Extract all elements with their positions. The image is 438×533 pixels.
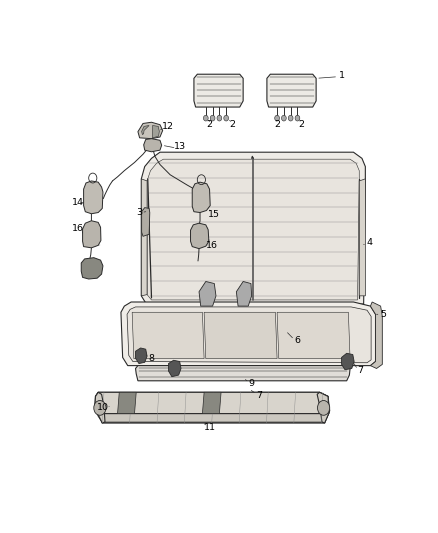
Text: 2: 2 xyxy=(299,120,304,129)
Polygon shape xyxy=(95,392,105,423)
Circle shape xyxy=(217,115,222,121)
Circle shape xyxy=(282,115,286,121)
Text: 6: 6 xyxy=(294,336,300,345)
Polygon shape xyxy=(371,302,382,368)
Polygon shape xyxy=(169,360,181,377)
Circle shape xyxy=(210,115,215,121)
Polygon shape xyxy=(317,392,329,423)
Text: 7: 7 xyxy=(357,367,363,375)
Polygon shape xyxy=(95,408,329,422)
Circle shape xyxy=(275,115,279,121)
Text: 14: 14 xyxy=(72,198,84,207)
Polygon shape xyxy=(199,281,216,306)
Text: 8: 8 xyxy=(148,354,155,363)
Polygon shape xyxy=(141,152,365,304)
Polygon shape xyxy=(191,223,209,248)
Polygon shape xyxy=(141,126,149,134)
Circle shape xyxy=(288,115,293,121)
Text: 10: 10 xyxy=(97,403,109,413)
Circle shape xyxy=(318,400,330,415)
Polygon shape xyxy=(132,312,204,359)
Polygon shape xyxy=(83,221,101,248)
Polygon shape xyxy=(202,392,221,414)
Polygon shape xyxy=(359,179,365,296)
Text: 16: 16 xyxy=(72,224,84,233)
Polygon shape xyxy=(84,181,103,214)
Text: 11: 11 xyxy=(204,424,216,432)
Polygon shape xyxy=(267,74,316,107)
Polygon shape xyxy=(127,307,371,363)
Polygon shape xyxy=(138,122,162,139)
Polygon shape xyxy=(277,312,350,359)
Polygon shape xyxy=(117,392,136,414)
Polygon shape xyxy=(135,348,147,364)
Polygon shape xyxy=(147,159,359,300)
Polygon shape xyxy=(135,366,350,381)
Polygon shape xyxy=(144,139,162,152)
Text: 12: 12 xyxy=(162,122,173,131)
Polygon shape xyxy=(141,179,147,296)
Circle shape xyxy=(295,115,300,121)
Polygon shape xyxy=(95,392,328,414)
Text: 2: 2 xyxy=(275,120,281,129)
Polygon shape xyxy=(192,182,210,213)
Polygon shape xyxy=(121,302,375,366)
Polygon shape xyxy=(95,392,330,423)
Polygon shape xyxy=(237,281,251,306)
Polygon shape xyxy=(204,312,277,359)
Polygon shape xyxy=(81,257,103,279)
Text: 7: 7 xyxy=(256,391,262,400)
Text: 13: 13 xyxy=(173,142,186,151)
Text: 2: 2 xyxy=(206,120,212,129)
Polygon shape xyxy=(141,207,150,236)
Text: 9: 9 xyxy=(249,379,254,388)
Circle shape xyxy=(224,115,229,121)
Polygon shape xyxy=(152,126,159,138)
Text: 4: 4 xyxy=(367,238,372,247)
Circle shape xyxy=(203,115,208,121)
Text: 16: 16 xyxy=(205,241,218,250)
Text: 15: 15 xyxy=(208,211,219,220)
Text: 2: 2 xyxy=(229,120,235,129)
Polygon shape xyxy=(194,74,243,107)
Polygon shape xyxy=(342,353,354,370)
Text: 1: 1 xyxy=(339,71,345,80)
Text: 3: 3 xyxy=(136,208,142,217)
Text: 5: 5 xyxy=(380,310,386,319)
Circle shape xyxy=(94,400,106,415)
